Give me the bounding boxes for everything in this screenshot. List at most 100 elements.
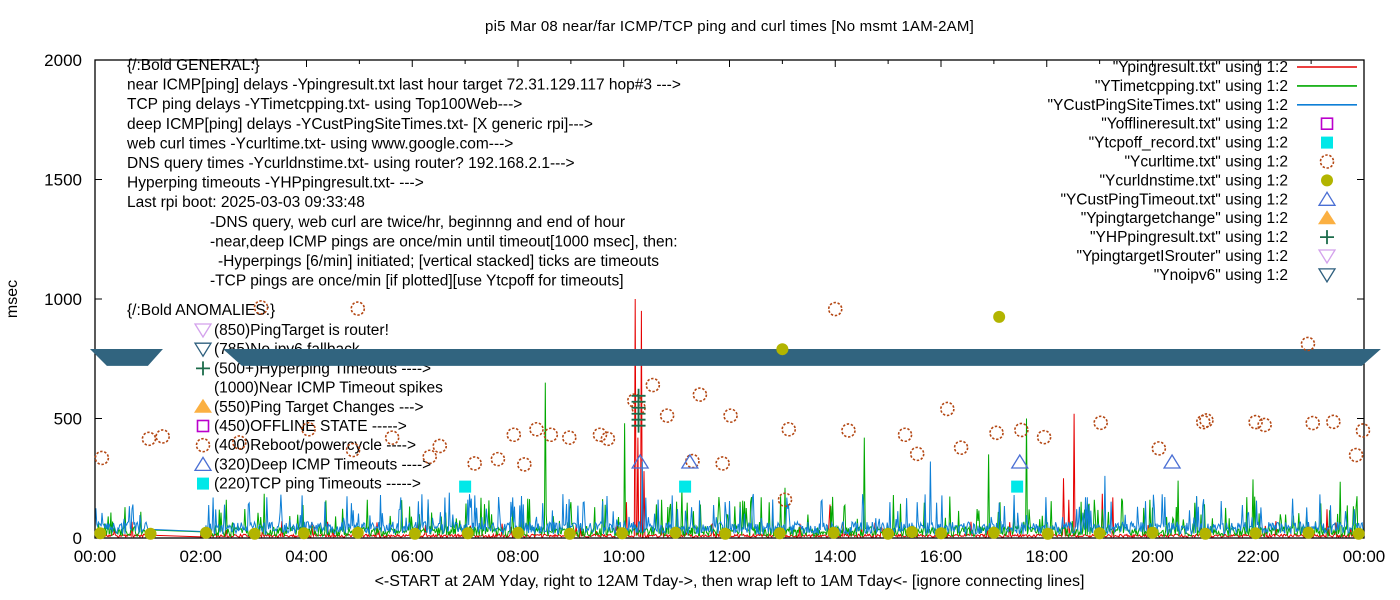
- point-Ycurldnstime.txt: [935, 527, 947, 540]
- x-tick-label: 22:00: [1237, 547, 1280, 566]
- legend-label: "Ycurldnstime.txt" using 1:2: [1100, 172, 1288, 189]
- point-Ycurltime.txt: [692, 387, 708, 402]
- legend-label: "YpingtargetISrouter" using 1:2: [1077, 248, 1288, 265]
- legend-marker-sample: [1317, 191, 1337, 206]
- x-tick-label: 16:00: [920, 547, 963, 566]
- anomaly-marker: [193, 456, 213, 472]
- point-Ycurldnstime.txt: [351, 526, 364, 539]
- point-Ycurldnstime.txt: [94, 527, 107, 540]
- legend-label: "Ynoipv6" using 1:2: [1154, 267, 1288, 284]
- point-Ycurltime.txt: [350, 301, 366, 316]
- point-YCustPingTimeout.txt: [680, 453, 700, 469]
- point-Ycurldnstime.txt: [1199, 527, 1212, 540]
- general-text-line: -Hyperpings [6/min] initiated; [vertical…: [218, 253, 659, 270]
- x-axis-caption: <-START at 2AM Yday, right to 12AM Tday-…: [374, 573, 1085, 590]
- x-tick-label: 14:00: [814, 547, 857, 566]
- point-YHPpingresult.txt: [631, 388, 646, 403]
- point-Ycurltime.txt: [1305, 415, 1321, 431]
- x-tick-label: 08:00: [497, 547, 540, 566]
- point-Ycurltime.txt: [600, 431, 616, 447]
- point-Ycurldnstime.txt: [512, 526, 524, 539]
- point-Ycurldnstime.txt: [719, 527, 732, 540]
- point-Ycurldnstime.txt: [882, 527, 895, 540]
- y-axis-label: msec: [4, 279, 22, 319]
- point-Ycurltime.txt: [781, 421, 797, 437]
- point-Ycurldnstime.txt: [616, 527, 629, 540]
- legend-marker-sample: [1318, 210, 1336, 225]
- general-text-line: -near,deep ICMP pings are once/min until…: [210, 233, 678, 250]
- point-Ycurltime.txt: [909, 446, 925, 462]
- x-tick-label: 10:00: [602, 547, 645, 566]
- point-Ycurltime.txt: [645, 377, 661, 393]
- banner-band: [89, 348, 163, 366]
- legend-label: "Ypingresult.txt" using 1:2: [1113, 59, 1288, 76]
- anomaly-text: (450)OFFLINE STATE ----->: [214, 418, 407, 435]
- point-YCustPingTimeout.txt: [630, 453, 650, 469]
- x-tick-label: 02:00: [179, 547, 222, 566]
- point-Ycurltime.txt: [592, 427, 608, 443]
- anomaly-marker: [196, 361, 210, 376]
- legend-marker-sample: [1319, 154, 1335, 169]
- general-text-line: TCP ping delays -YTimetcpping.txt- using…: [127, 96, 522, 113]
- point-Ycurltime.txt: [1151, 441, 1167, 456]
- point-Ycurltime.txt: [543, 427, 559, 443]
- point-Ytcpoff_record.txt: [1011, 480, 1024, 493]
- general-text-line: near ICMP[ping] delays -Ypingresult.txt …: [127, 77, 681, 94]
- legend-label: "YTimetcpping.txt" using 1:2: [1095, 78, 1288, 95]
- y-tick-label: 1000: [44, 290, 82, 309]
- point-Ycurltime.txt: [1326, 414, 1341, 430]
- point-Ycurltime.txt: [827, 301, 843, 317]
- anomalies-heading: {/:Bold ANOMALIES:}: [127, 302, 275, 319]
- anomaly-text: (320)Deep ICMP Timeouts ---->: [214, 456, 431, 473]
- point-Ycurltime.txt: [777, 492, 793, 508]
- anomaly-marker: [196, 419, 210, 433]
- point-Ycurldnstime.txt: [297, 527, 310, 540]
- y-tick-label: 500: [54, 410, 82, 429]
- legend-label: "YHPpingresult.txt" using 1:2: [1090, 229, 1288, 246]
- legend-marker-sample: [1320, 117, 1334, 130]
- point-Ycurldnstime.txt: [827, 526, 840, 539]
- point-Ycurldnstime.txt: [1041, 527, 1054, 540]
- legend-marker-sample: [1317, 268, 1337, 284]
- point-Ycurltime.txt: [715, 456, 730, 471]
- point-Ycurltime.txt: [301, 421, 316, 437]
- point-YCustPingTimeout.txt: [1162, 453, 1182, 469]
- anomaly-text: (220)TCP ping Timeouts ----->: [214, 476, 421, 493]
- anomaly-text: (550)Ping Target Changes --->: [214, 399, 424, 416]
- point-Ycurltime.txt: [253, 300, 269, 315]
- x-tick-label: 00:00: [1343, 547, 1386, 566]
- legend-marker-sample: [1321, 136, 1333, 149]
- point-Ycurltime.txt: [841, 423, 856, 438]
- point-Ycurltime.txt: [953, 440, 969, 455]
- point-Ycurltime.txt: [659, 408, 675, 423]
- anomaly-marker: [197, 477, 209, 490]
- point-Ycurltime.txt: [989, 425, 1004, 441]
- legend-label: "Ytcpoff_record.txt" using 1:2: [1089, 135, 1288, 152]
- general-text-line: -DNS query, web curl are twice/hr, begin…: [210, 214, 625, 231]
- anomaly-marker: [195, 437, 211, 453]
- anomaly-text: (850)PingTarget is router!: [214, 322, 389, 339]
- legend-marker-sample: [1321, 174, 1333, 187]
- point-Ycurltime.txt: [1300, 336, 1316, 352]
- point-Ycurldnstime.txt: [773, 527, 786, 540]
- point-Ycurldnstime.txt: [248, 527, 261, 540]
- y-tick-label: 0: [73, 529, 82, 548]
- point-Ycurltime.txt: [1257, 417, 1272, 433]
- legend-label: "YCustPingTimeout.txt" using 1:2: [1060, 191, 1288, 208]
- legend-label: "YCustPingSiteTimes.txt" using 1:2: [1048, 97, 1288, 114]
- legend-label: "Ypingtargetchange" using 1:2: [1081, 210, 1288, 227]
- banner-band: [222, 348, 1381, 366]
- point-Ycurltime.txt: [141, 431, 157, 447]
- point-Ycurltime.txt: [232, 435, 247, 450]
- series-line-YCustPingSiteTimes.txt: [94, 461, 1365, 536]
- point-Ycurltime.txt: [561, 430, 577, 445]
- point-Ycurltime.txt: [723, 408, 738, 423]
- x-tick-label: 04:00: [285, 547, 328, 566]
- point-Ytcpoff_record.txt: [679, 480, 692, 493]
- point-Ycurltime.txt: [1248, 414, 1263, 430]
- point-Ycurldnstime.txt: [1249, 527, 1262, 540]
- point-Ycurltime.txt: [1093, 415, 1108, 431]
- point-Ycurldnstime.txt: [1352, 527, 1365, 540]
